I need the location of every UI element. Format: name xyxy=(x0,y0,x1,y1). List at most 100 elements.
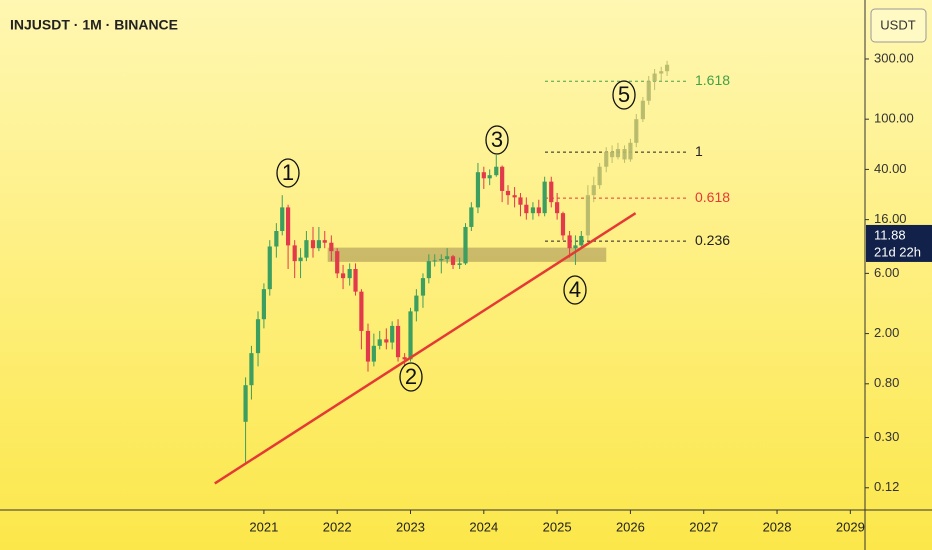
candle-body xyxy=(432,260,437,262)
candle-body xyxy=(457,263,462,265)
candle-body xyxy=(555,202,560,214)
candle-body xyxy=(628,142,633,160)
candle-body xyxy=(609,151,615,158)
x-tick-label: 2029 xyxy=(836,519,865,534)
candle-body xyxy=(530,207,536,214)
candle-body xyxy=(512,195,517,198)
currency-button[interactable] xyxy=(870,8,927,43)
x-tick-label: 2021 xyxy=(249,519,278,534)
candle-body xyxy=(243,385,248,422)
x-tick-label: 2026 xyxy=(616,519,645,534)
candle-body xyxy=(615,149,621,158)
trendline xyxy=(214,212,637,485)
x-tick-label: 2024 xyxy=(469,519,498,534)
fib-label: 1.618 xyxy=(695,72,730,88)
candle-body xyxy=(634,119,639,143)
candle-body xyxy=(390,325,395,343)
candle-body xyxy=(261,289,266,320)
candle-body xyxy=(475,172,481,208)
candle-body xyxy=(487,175,492,179)
candle-body xyxy=(604,151,609,167)
candle-body xyxy=(524,204,529,214)
wave-circle xyxy=(276,158,300,188)
y-tick-label: 300.00 xyxy=(874,50,914,65)
wave-label: 3 xyxy=(491,127,503,152)
candle-body xyxy=(335,251,340,274)
candle-body xyxy=(567,235,572,249)
candle-body xyxy=(426,261,431,279)
candle-body xyxy=(285,207,291,246)
candle-body xyxy=(597,166,602,186)
candle-body xyxy=(395,325,401,358)
candle-body xyxy=(402,357,407,360)
candle-body xyxy=(340,273,346,279)
fib-label: 0.236 xyxy=(695,232,730,248)
candle-body xyxy=(329,242,334,252)
y-tick-label: 0.30 xyxy=(874,429,899,444)
candle-body xyxy=(310,240,316,249)
candle-body xyxy=(255,319,261,354)
wave-label: 5 xyxy=(618,82,630,107)
wave-label: 2 xyxy=(405,364,417,389)
wave-circle xyxy=(399,362,423,392)
candle-body xyxy=(377,339,382,346)
candle-body xyxy=(280,207,285,232)
wave-circle xyxy=(612,80,636,110)
y-tick-label: 2.00 xyxy=(874,325,899,340)
candle-body xyxy=(463,226,468,264)
y-tick-label: 0.12 xyxy=(874,479,899,494)
candle-body xyxy=(591,185,596,196)
wave-label: 1 xyxy=(282,160,294,185)
candle-body xyxy=(585,195,591,236)
candle-body xyxy=(292,245,297,262)
candle-body xyxy=(420,278,426,296)
candle-body xyxy=(549,181,554,203)
y-tick-label: 0.80 xyxy=(874,375,899,390)
candle-body xyxy=(414,295,419,312)
candle-body xyxy=(469,207,474,227)
candle-body xyxy=(450,256,456,265)
candle-body xyxy=(298,257,303,262)
x-tick-label: 2023 xyxy=(396,519,425,534)
wave-circle xyxy=(485,125,509,155)
candle-body xyxy=(573,245,578,249)
price-tag-value: 11.88 xyxy=(874,227,906,242)
x-tick-label: 2022 xyxy=(323,519,352,534)
candle-body xyxy=(622,149,627,160)
candle-body xyxy=(316,240,321,249)
x-tick-label: 2025 xyxy=(543,519,572,534)
y-tick-label: 100.00 xyxy=(874,111,914,126)
candle-body xyxy=(652,73,657,82)
candle-body xyxy=(536,207,541,214)
x-tick-label: 2028 xyxy=(763,519,792,534)
candle-body xyxy=(322,240,327,243)
candle-body xyxy=(274,231,279,247)
candle-body xyxy=(384,339,389,343)
candle-body xyxy=(659,71,664,74)
fib-label: 1 xyxy=(695,143,703,159)
wave-label: 4 xyxy=(569,277,581,302)
candle-body xyxy=(408,311,413,360)
candle-body xyxy=(371,345,376,362)
candle-body xyxy=(560,213,566,236)
y-tick-label: 6.00 xyxy=(874,265,899,280)
candle-body xyxy=(365,330,371,362)
candle-body xyxy=(249,353,254,386)
candle-body xyxy=(542,181,547,214)
y-tick-label: 16.00 xyxy=(874,211,907,226)
candle-body xyxy=(518,197,523,205)
chart-title: INJUSDT · 1M · BINANCE xyxy=(10,17,178,33)
candle-body xyxy=(646,81,651,101)
candle-body xyxy=(347,268,352,279)
currency-label[interactable]: USDT xyxy=(880,17,915,32)
candle-body xyxy=(353,268,358,292)
y-tick-label: 40.00 xyxy=(874,161,907,176)
candle-body xyxy=(579,235,584,246)
candle-body xyxy=(494,166,499,176)
price-tag-countdown: 21d 22h xyxy=(874,244,921,259)
candle-body xyxy=(359,291,364,331)
candle-body xyxy=(304,240,309,258)
